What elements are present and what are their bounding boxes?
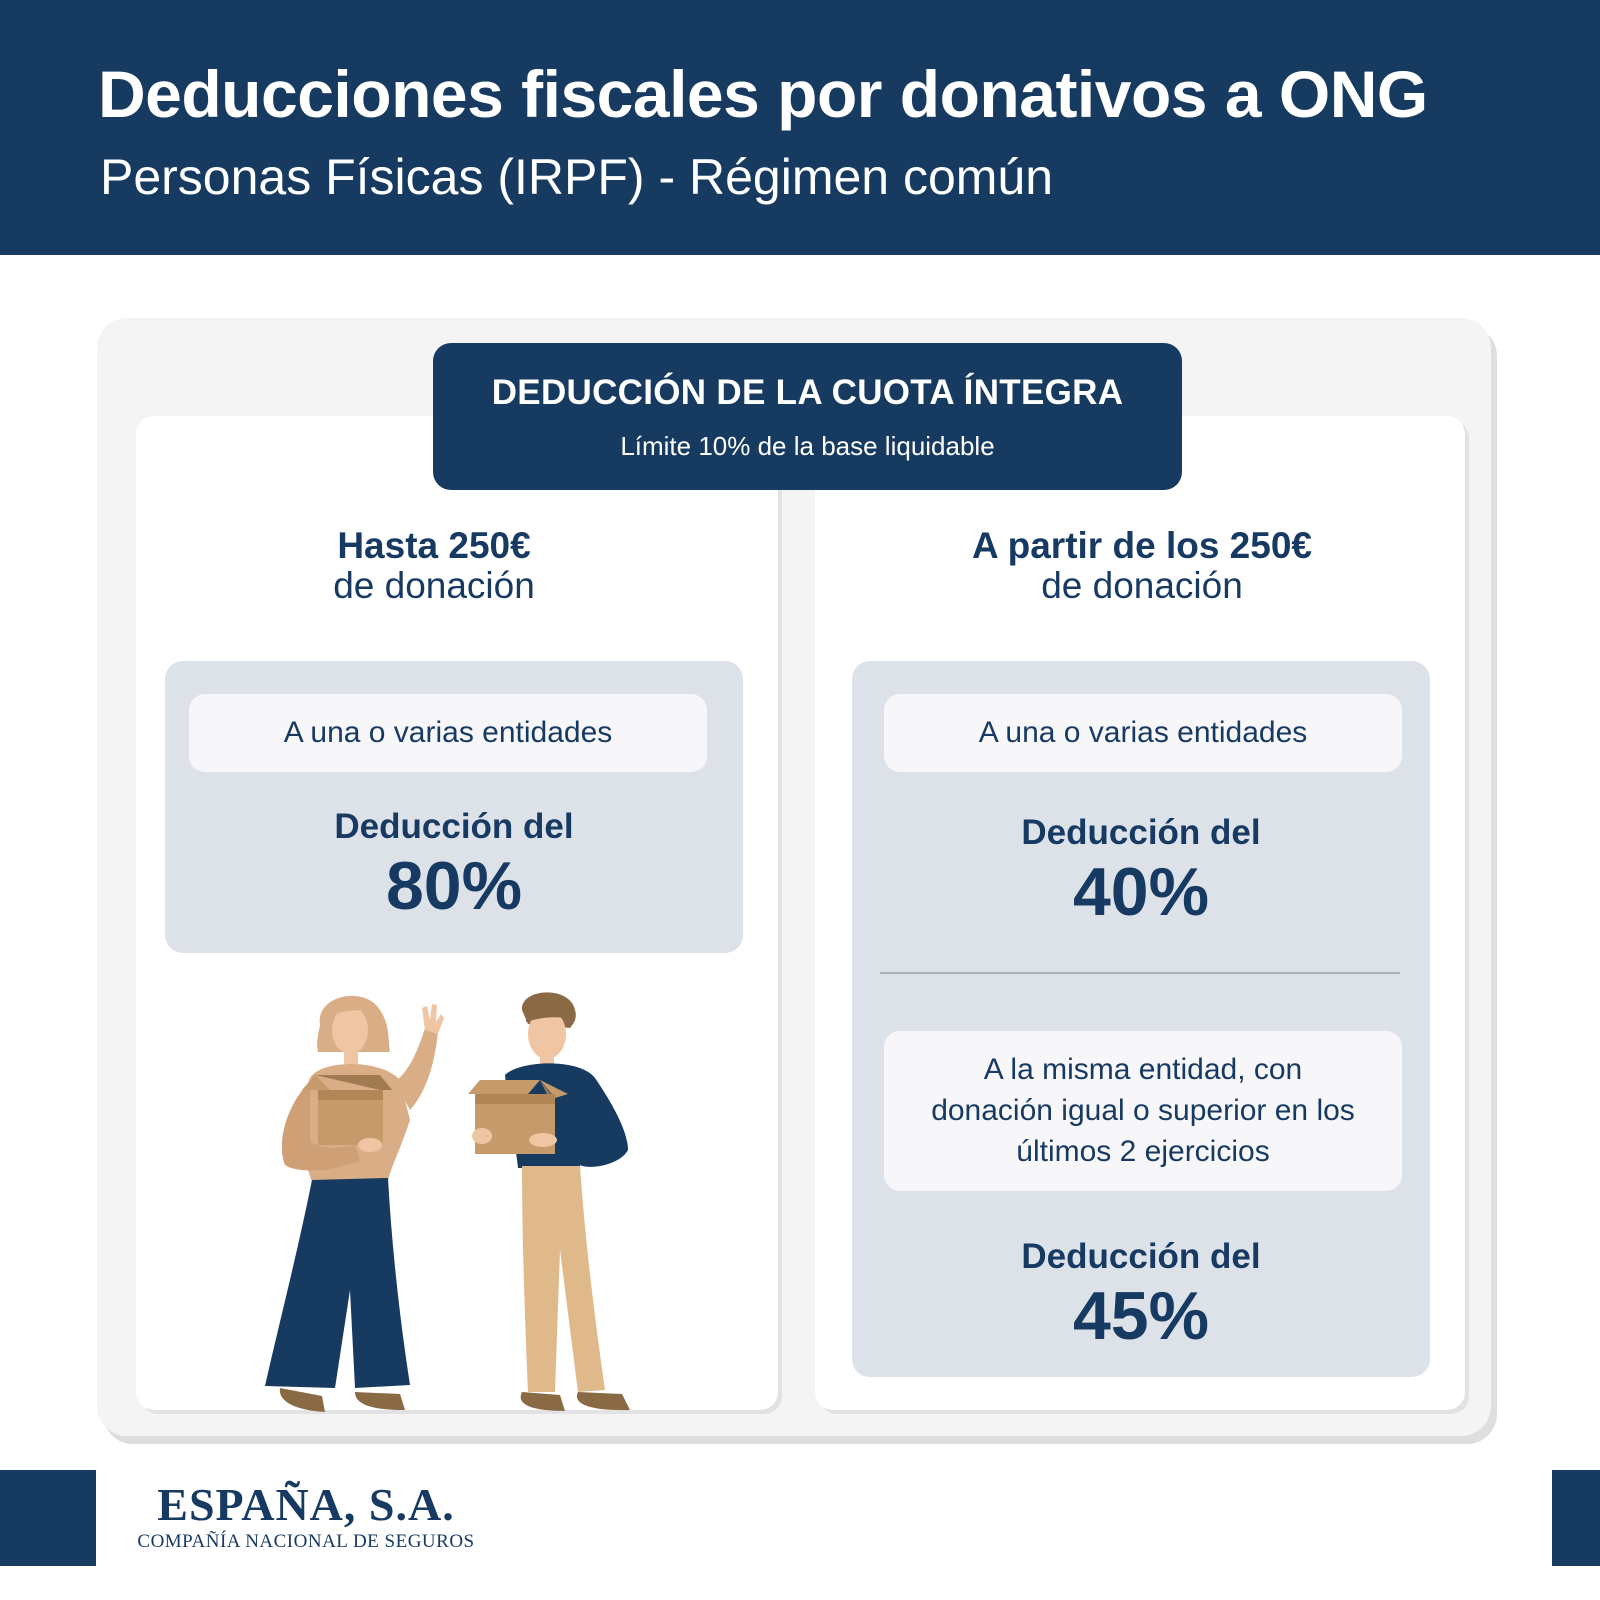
right-deduction-value-1: 40% bbox=[1072, 854, 1210, 930]
right-heading-amount: A partir de los 250€ bbox=[972, 525, 1312, 566]
company-logo: ESPAÑA, S.A. COMPAÑÍA NACIONAL DE SEGURO… bbox=[126, 1478, 486, 1553]
left-condition-pill: A una o varias entidades bbox=[189, 694, 707, 772]
footer-corner-left bbox=[0, 1470, 96, 1566]
condition-line: donación igual o superior en los bbox=[931, 1094, 1355, 1127]
woman-figure bbox=[265, 995, 444, 1412]
badge-subtitle: Límite 10% de la base liquidable bbox=[620, 431, 995, 461]
people-carrying-boxes-icon bbox=[265, 992, 630, 1412]
right-deduction-label-1: Deducción del bbox=[1021, 813, 1261, 852]
right-deduction-1: Deducción del 40% bbox=[852, 812, 1430, 930]
footer-corner-right bbox=[1552, 1470, 1600, 1566]
right-divider bbox=[880, 972, 1400, 974]
page-title: Deducciones fiscales por donativos a ONG bbox=[98, 57, 1428, 131]
right-deduction-value-2: 45% bbox=[1072, 1278, 1210, 1354]
left-deduction: Deducción del 80% bbox=[165, 806, 743, 924]
left-heading-label: de donación bbox=[333, 565, 535, 606]
right-heading-label: de donación bbox=[1041, 565, 1243, 606]
right-deduction-box bbox=[852, 661, 1430, 1377]
header-banner: Deducciones fiscales por donativos a ONG… bbox=[0, 0, 1600, 255]
left-deduction-label: Deducción del bbox=[334, 807, 574, 846]
condition-line: últimos 2 ejercicios bbox=[1016, 1135, 1270, 1168]
badge-title: DEDUCCIÓN DE LA CUOTA ÍNTEGRA bbox=[491, 373, 1124, 412]
logo-tagline: COMPAÑÍA NACIONAL DE SEGUROS bbox=[137, 1531, 475, 1552]
condition-line: A la misma entidad, con bbox=[983, 1053, 1303, 1086]
deduction-badge: DEDUCCIÓN DE LA CUOTA ÍNTEGRA Límite 10%… bbox=[433, 343, 1182, 490]
logo-name: ESPAÑA, S.A. bbox=[157, 1479, 455, 1530]
page-subtitle: Personas Físicas (IRPF) - Régimen común bbox=[100, 149, 1054, 205]
left-deduction-value: 80% bbox=[385, 848, 523, 924]
right-condition-pill-1: A una o varias entidades bbox=[884, 694, 1402, 772]
right-condition-pill-2: A la misma entidad, con donación igual o… bbox=[884, 1031, 1402, 1191]
right-deduction-2: Deducción del 45% bbox=[852, 1236, 1430, 1354]
left-heading-amount: Hasta 250€ bbox=[337, 525, 531, 566]
left-heading: Hasta 250€ de donación bbox=[136, 526, 732, 606]
right-heading: A partir de los 250€ de donación bbox=[847, 526, 1437, 606]
man-figure bbox=[468, 992, 630, 1411]
right-deduction-label-2: Deducción del bbox=[1021, 1237, 1261, 1276]
